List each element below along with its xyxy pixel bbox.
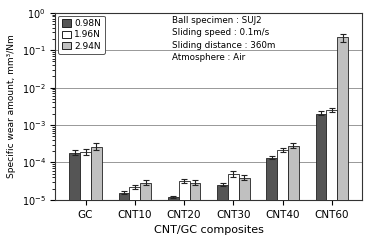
- Bar: [327, 110, 337, 242]
- X-axis label: CNT/GC composites: CNT/GC composites: [154, 225, 264, 235]
- Text: Ball specimen : SUJ2
Sliding speed : 0.1m/s
Sliding distance : 360m
Atmosphere :: Ball specimen : SUJ2 Sliding speed : 0.1…: [172, 16, 275, 62]
- Bar: [69, 153, 80, 242]
- Bar: [91, 147, 102, 242]
- Bar: [337, 38, 348, 242]
- Bar: [228, 174, 239, 242]
- Bar: [130, 187, 140, 242]
- Bar: [80, 152, 91, 242]
- Bar: [277, 150, 288, 242]
- Legend: 0.98N, 1.96N, 2.94N: 0.98N, 1.96N, 2.94N: [58, 15, 105, 54]
- Bar: [168, 197, 179, 242]
- Bar: [179, 181, 190, 242]
- Bar: [315, 114, 327, 242]
- Bar: [140, 183, 151, 242]
- Bar: [217, 185, 228, 242]
- Bar: [266, 158, 277, 242]
- Y-axis label: Specific wear amount, mm³/Nm: Specific wear amount, mm³/Nm: [7, 34, 16, 178]
- Bar: [239, 178, 249, 242]
- Bar: [288, 146, 299, 242]
- Bar: [118, 193, 130, 242]
- Bar: [190, 183, 200, 242]
